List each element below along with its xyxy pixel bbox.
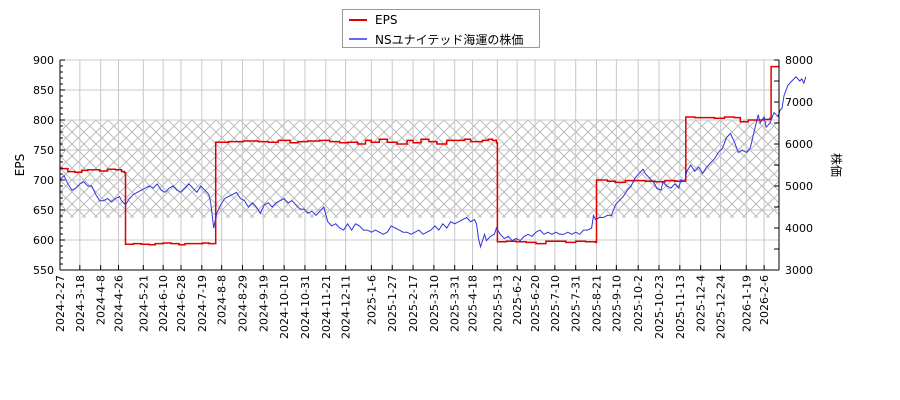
left-tick-label: 700: [33, 174, 54, 187]
stock-price-line: [59, 76, 807, 249]
left-tick-label: 650: [33, 204, 54, 217]
x-tick-label: 2024-9-19: [257, 275, 270, 332]
x-tick-label: 2026-1-19: [740, 275, 753, 332]
legend: EPS NSユナイテッド海運の株価: [342, 9, 540, 48]
x-tick-label: 2024-2-27: [54, 275, 67, 332]
x-tick-label: 2024-3-18: [74, 275, 87, 332]
x-tick-label: 2025-10-2: [632, 275, 645, 332]
x-tick-label: 2025-12-4: [695, 275, 708, 332]
legend-item-stock-price: NSユナイテッド海運の株価: [349, 31, 523, 47]
x-tick-label: 2025-3-31: [449, 275, 462, 332]
right-tick-label: 5000: [785, 180, 813, 193]
legend-label-eps: EPS: [375, 13, 398, 27]
stock-price-swatch-icon: [349, 38, 367, 40]
right-tick-label: 6000: [785, 138, 813, 151]
right-tick-label: 8000: [785, 54, 813, 67]
right-tick-label: 4000: [785, 222, 813, 235]
x-tick-label: 2025-12-24: [715, 275, 728, 339]
x-tick-label: 2024-6-10: [157, 275, 170, 332]
x-tick-label: 2025-1-27: [386, 275, 399, 332]
right-y-axis-ticks: 3000 4000 5000 6000 7000 8000: [774, 54, 813, 277]
left-tick-label: 550: [33, 264, 54, 277]
left-tick-label: 900: [33, 54, 54, 67]
right-axis-title: 株価: [829, 153, 844, 177]
x-tick-label: 2024-4-26: [113, 275, 126, 332]
x-tick-label: 2025-10-23: [653, 275, 666, 339]
x-tick-label: 2024-5-21: [137, 275, 150, 332]
x-tick-label: 2024-4-8: [95, 275, 108, 325]
x-tick-label: 2026-2-6: [758, 275, 771, 325]
x-tick-label: 2024-10-31: [299, 275, 312, 339]
x-tick-label: 2024-11-21: [320, 275, 333, 339]
legend-item-eps: EPS: [349, 12, 397, 28]
x-tick-label: 2024-8-29: [237, 275, 250, 332]
x-tick-label: 2024-12-11: [340, 275, 353, 339]
x-tick-label: 2025-5-13: [491, 275, 504, 332]
x-tick-label: 2025-7-10: [549, 275, 562, 332]
x-tick-label: 2025-8-21: [591, 275, 604, 332]
x-tick-label: 2024-10-10: [278, 275, 291, 339]
left-tick-label: 800: [33, 114, 54, 127]
shaded-band: [60, 120, 779, 218]
left-axis-title: EPS: [13, 154, 27, 176]
x-tick-label: 2024-6-28: [175, 275, 188, 332]
eps-swatch-icon: [349, 19, 367, 21]
x-tick-label: 2025-1-6: [365, 275, 378, 325]
left-tick-label: 850: [33, 84, 54, 97]
x-tick-label: 2025-2-17: [407, 275, 420, 332]
x-tick-label: 2025-9-10: [610, 275, 623, 332]
eps-line: [60, 65, 779, 246]
right-tick-label: 3000: [785, 264, 813, 277]
left-tick-label: 750: [33, 144, 54, 157]
x-tick-label: 2025-7-31: [570, 275, 583, 332]
right-tick-label: 7000: [785, 96, 813, 109]
x-tick-label: 2024-8-8: [216, 275, 229, 325]
x-tick-label: 2025-6-2: [511, 275, 524, 325]
x-tick-label: 2025-4-18: [467, 275, 480, 332]
x-tick-label: 2025-6-20: [529, 275, 542, 332]
left-tick-label: 600: [33, 234, 54, 247]
x-tick-label: 2025-3-10: [428, 275, 441, 332]
legend-label-stock-price: NSユナイテッド海運の株価: [375, 32, 524, 47]
x-tick-label: 2024-7-19: [196, 275, 209, 332]
left-y-axis-ticks: 550 600 650 700 750 800 850 900: [33, 54, 65, 277]
x-axis-ticks: 2024-2-27 2024-3-18 2024-4-8 2024-4-26 2024-…: [54, 265, 771, 339]
x-tick-label: 2025-11-13: [674, 275, 687, 339]
